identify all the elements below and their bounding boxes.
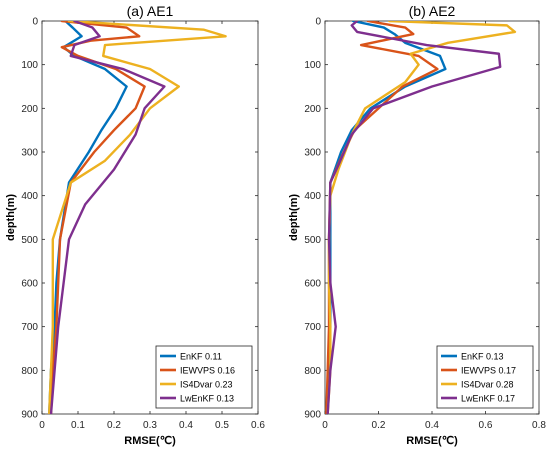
x-tick-label: 0.4 <box>425 420 439 431</box>
x-tick-label: 0 <box>322 420 328 431</box>
legend-label: IS4Dvar 0.23 <box>180 380 233 390</box>
x-tick-label: 0 <box>39 420 45 431</box>
x-tick-label: 0.6 <box>479 420 493 431</box>
panel-b: 0 0.2 0.4 0.6 0.8 0 100 200 300 400 500 600 700 800 90… <box>288 3 546 447</box>
x-tick-label: 0.2 <box>372 420 386 431</box>
y-tick-label: 700 <box>304 322 321 333</box>
series-group <box>325 21 517 414</box>
y-tick-label: 900 <box>21 410 38 421</box>
y-tick-label: 100 <box>304 60 321 71</box>
y-tick-label: 700 <box>21 322 38 333</box>
y-tick-label: 100 <box>21 60 38 71</box>
y-tick-label: 400 <box>304 191 321 202</box>
y-tick-label: 0 <box>32 17 38 28</box>
panel-a: 0 0.1 0.2 0.3 0.4 0.5 0.6 0 100 200 300 400 500 600 70… <box>5 3 265 447</box>
legend-label: EnKF 0.11 <box>180 352 222 362</box>
legend-label: IEWVPS 0.16 <box>180 366 235 376</box>
series-line-4 <box>49 21 166 414</box>
series-line-4 <box>326 21 502 414</box>
legend-label: LwEnKF 0.17 <box>461 394 515 404</box>
x-tick-label: 0.3 <box>143 420 157 431</box>
y-tick-label: 300 <box>304 148 321 159</box>
y-axis-label: depth(m) <box>288 194 300 241</box>
y-tick-label: 300 <box>21 148 38 159</box>
x-tick-label: 0.2 <box>107 420 121 431</box>
x-tick-label: 0.8 <box>532 420 546 431</box>
y-tick-label: 0 <box>315 17 321 28</box>
y-tick-label: 800 <box>304 366 321 377</box>
y-tick-label: 900 <box>304 410 321 421</box>
y-tick-label: 200 <box>304 104 321 115</box>
legend-label: LwEnKF 0.13 <box>180 394 234 404</box>
y-axis-label: depth(m) <box>5 194 17 241</box>
legend-label: IEWVPS 0.17 <box>461 366 516 376</box>
legend-label: IS4Dvar 0.28 <box>461 380 514 390</box>
y-tick-label: 500 <box>304 235 321 246</box>
x-axis-label: RMSE(℃) <box>406 435 458 447</box>
x-tick-label: 0.1 <box>71 420 85 431</box>
x-axis-label: RMSE(℃) <box>124 435 176 447</box>
series-line-3 <box>326 21 517 414</box>
y-tick-label: 200 <box>21 104 38 115</box>
legend: EnKF 0.11 IEWVPS 0.16 IS4Dvar 0.23 LwEnKF 0… <box>155 345 253 409</box>
series-line-1 <box>48 21 128 414</box>
series-group <box>48 21 227 414</box>
x-tick-label: 0.6 <box>251 420 265 431</box>
chart-title: (a) AE1 <box>127 3 174 19</box>
x-tick-label: 0.5 <box>215 420 229 431</box>
y-tick-label: 400 <box>21 191 38 202</box>
y-tick-label: 600 <box>304 279 321 290</box>
legend: EnKF 0.13 IEWVPS 0.17 IS4Dvar 0.28 LwEnKF 0… <box>436 345 534 409</box>
legend-label: EnKF 0.13 <box>461 352 504 362</box>
y-tick-label: 800 <box>21 366 38 377</box>
chart-title: (b) AE2 <box>409 3 456 19</box>
y-tick-label: 600 <box>21 279 38 290</box>
x-tick-label: 0.4 <box>179 420 193 431</box>
series-line-2 <box>49 21 146 414</box>
y-tick-label: 500 <box>21 235 38 246</box>
